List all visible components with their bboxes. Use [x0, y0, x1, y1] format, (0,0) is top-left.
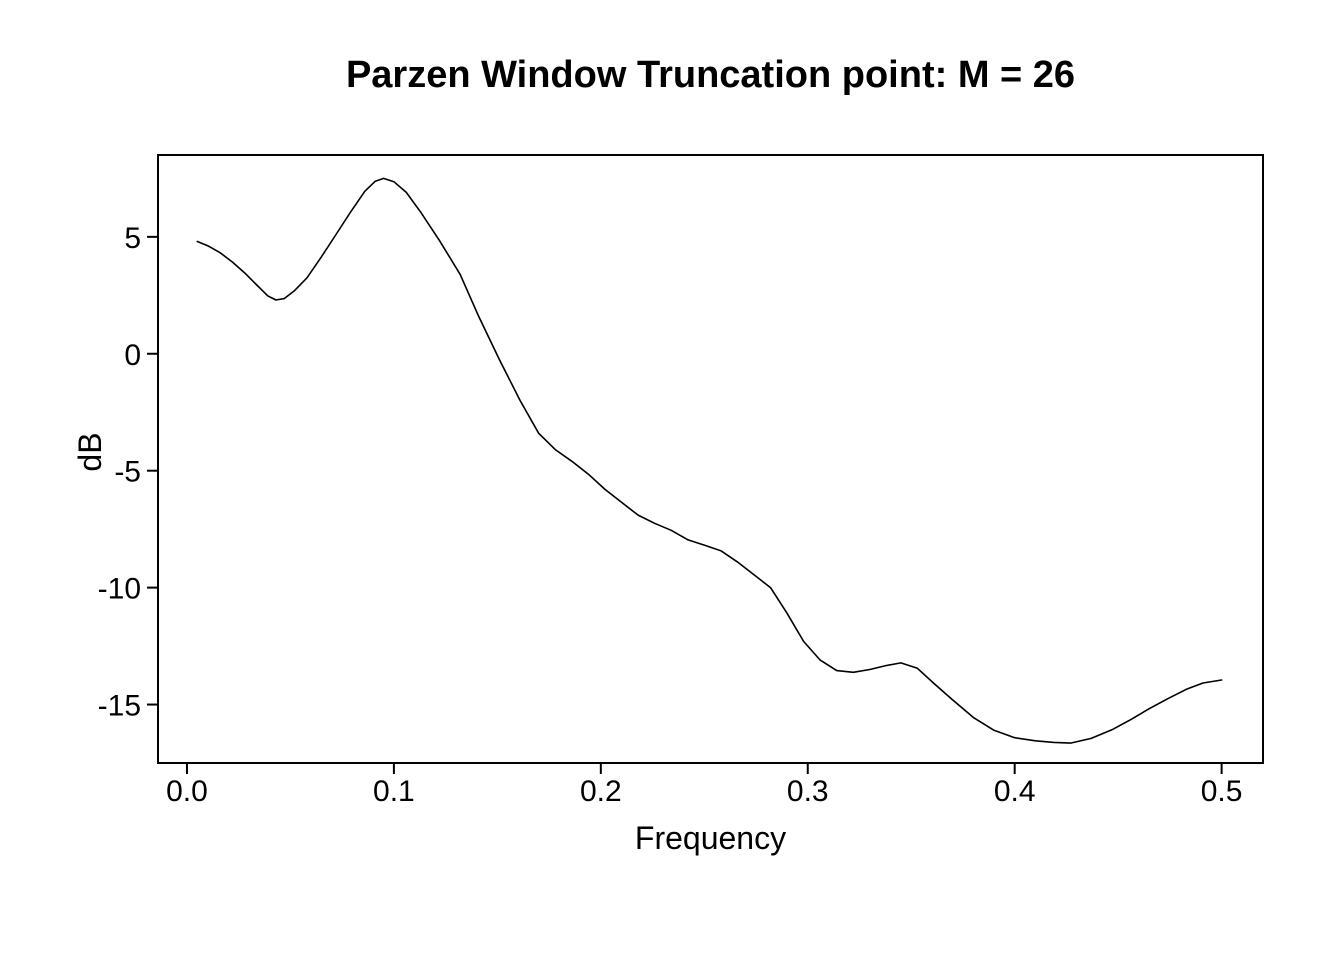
x-tick-label: 0.4 [994, 775, 1036, 808]
y-axis-label: dB [72, 432, 108, 472]
x-tick-label: 0.5 [1201, 775, 1243, 808]
plot-box [157, 154, 1264, 764]
x-tick-label: 0.3 [787, 775, 829, 808]
x-axis-label: Frequency [634, 820, 787, 856]
y-tick-label: 0 [124, 339, 141, 372]
x-tick-label: 0.0 [166, 775, 208, 808]
parzen-smoothed-spectrum-curve [196, 177, 1223, 744]
y-tick-label: 5 [124, 222, 141, 255]
chart-title: Parzen Window Truncation point: M = 26 [345, 54, 1076, 96]
y-tick-label: -15 [98, 690, 141, 723]
x-tick-label: 0.1 [373, 775, 415, 808]
x-tick-label: 0.2 [580, 775, 622, 808]
y-tick-label: -10 [98, 573, 141, 606]
y-tick-label: -5 [114, 456, 141, 489]
